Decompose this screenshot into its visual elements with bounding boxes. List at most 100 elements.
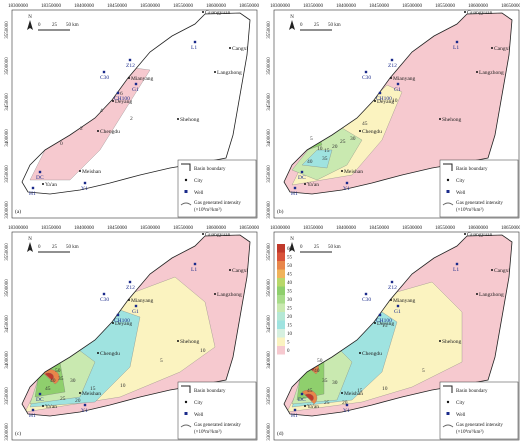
city-marker <box>79 392 81 394</box>
x-tick-label: 18300000 <box>8 226 29 231</box>
well-name: L1 <box>453 267 459 273</box>
city-name: Chengdu <box>100 129 120 135</box>
x-tick-label: 18500000 <box>402 4 423 9</box>
legend-text: Well <box>194 191 204 196</box>
contour-label: 20 <box>342 400 348 406</box>
basin-boundary <box>283 12 513 195</box>
well-name: Z12 <box>126 285 135 291</box>
y-tick-label: 3450000 <box>5 93 10 111</box>
color-scale-swatch <box>277 295 285 304</box>
contour-label: 25 <box>340 139 346 145</box>
legend-text: (×10⁸m³/km²) <box>456 429 484 435</box>
city-name: Ya'an <box>45 182 57 188</box>
y-tick-label: 3400000 <box>5 351 10 369</box>
city-name: Chengdu <box>100 351 120 357</box>
city-marker <box>476 293 478 295</box>
city-name: Deyang <box>115 99 132 105</box>
y-tick-label: 3500000 <box>5 57 10 75</box>
city-name: Chengdu <box>362 129 382 135</box>
contour-label: 15 <box>90 386 96 392</box>
y-tick-label: 3550000 <box>5 21 10 39</box>
well-name: L1 <box>191 267 197 273</box>
north-arrow-label: N <box>28 237 32 242</box>
legend-text: (×10⁸m³/km²) <box>456 207 484 213</box>
color-scale-label: 60 <box>287 247 293 252</box>
city-name: Deyang <box>377 321 394 327</box>
legend-boundary-icon <box>181 163 191 171</box>
legend-city-icon <box>184 178 188 182</box>
y-tick-label: 3500000 <box>267 279 272 297</box>
city-marker <box>359 352 361 354</box>
contour-label: 35 <box>58 376 64 382</box>
city-marker <box>177 118 179 120</box>
color-scale-swatch <box>277 346 285 355</box>
legend-text: Well <box>456 413 466 418</box>
city-marker <box>42 405 44 407</box>
city-name: Langzhong <box>479 70 504 76</box>
scale-label: 50 km <box>66 23 79 28</box>
city-name: Guangyuan <box>205 232 231 238</box>
color-scale-label: 30 <box>287 298 293 303</box>
legend-contour-icon <box>442 424 454 428</box>
contour-label: 40 <box>50 378 56 384</box>
scale-label: 25 <box>314 23 320 28</box>
legend-box <box>439 159 519 218</box>
legend-city-icon <box>184 400 188 404</box>
north-arrow <box>27 20 33 30</box>
scale-label: 0 <box>38 245 41 250</box>
legend-text: Gas generated intensity <box>456 201 503 206</box>
legend-text: Well <box>194 413 204 418</box>
well-marker <box>455 262 459 266</box>
scale-label: 25 <box>52 245 58 250</box>
y-tick-label: 3400000 <box>267 129 272 147</box>
y-tick-label: 3500000 <box>267 57 272 75</box>
city-marker <box>304 183 306 185</box>
city-marker <box>229 47 231 49</box>
contour-label: 50 <box>317 358 323 364</box>
well-name: G1 <box>132 309 139 315</box>
north-arrow <box>289 20 295 30</box>
city-marker <box>390 77 392 79</box>
well-name: G1 <box>132 87 139 93</box>
well-name: C30 <box>100 297 109 303</box>
city-name: Shehong <box>442 339 462 345</box>
intensity-zone <box>44 372 54 381</box>
x-tick-label: 18450000 <box>369 4 390 9</box>
well-marker <box>128 280 132 284</box>
well-marker <box>31 186 35 190</box>
contour-label: 0 <box>60 141 63 147</box>
city-marker <box>390 299 392 301</box>
color-scale-swatch <box>277 329 285 338</box>
contour-label: 20 <box>75 398 81 404</box>
well-name: H1 <box>291 413 298 419</box>
well-marker <box>300 392 304 396</box>
well-marker <box>378 91 382 95</box>
well-name: G1 <box>394 309 401 315</box>
city-marker <box>112 322 114 324</box>
well-marker <box>102 70 106 74</box>
city-name: Deyang <box>115 321 132 327</box>
contour-label: 50 <box>55 368 61 374</box>
city-name: Langzhong <box>217 292 242 298</box>
well-name: DC <box>298 397 306 403</box>
north-arrow-label: N <box>290 237 294 242</box>
legend-contour-icon <box>180 202 192 206</box>
contour-label: 2 <box>80 126 83 132</box>
city-name: Guangyuan <box>205 10 231 16</box>
y-tick-label: 3300000 <box>267 423 272 441</box>
contour-label: 15 <box>357 388 363 394</box>
city-marker <box>464 11 466 13</box>
city-marker <box>42 183 44 185</box>
well-name: Y1 <box>81 408 88 414</box>
city-marker <box>229 269 231 271</box>
x-tick-label: 18550000 <box>435 4 456 9</box>
city-name: Mianyang <box>393 76 416 82</box>
city-marker <box>214 293 216 295</box>
contour-label: 15 <box>324 148 330 154</box>
contour-label: 35 <box>322 156 328 162</box>
city-name: Shehong <box>180 117 200 123</box>
well-marker <box>116 91 120 95</box>
y-tick-label: 3450000 <box>267 315 272 333</box>
contour-label: 30 <box>70 378 76 384</box>
well-marker <box>364 292 368 296</box>
